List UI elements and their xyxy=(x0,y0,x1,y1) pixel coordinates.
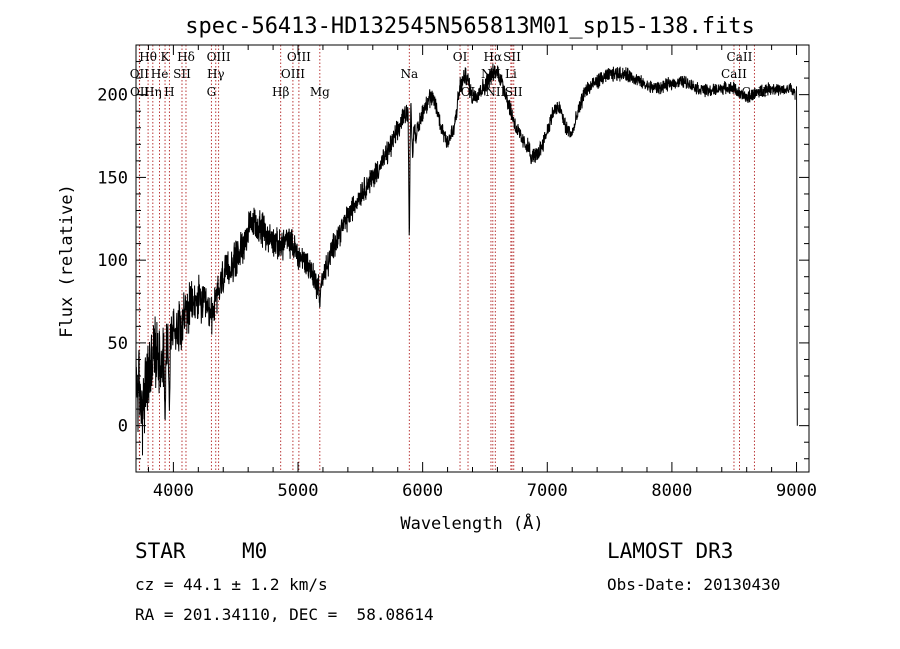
survey-name: LAMOST DR3 xyxy=(607,539,734,563)
x-axis-ticks: 4000 5000 6000 7000 8000 9000 xyxy=(147,45,817,501)
subclass: M0 xyxy=(242,539,268,563)
line-label: OII xyxy=(130,85,150,99)
line-label: Hα xyxy=(484,50,503,64)
line-label: Na xyxy=(400,67,418,81)
spectrum-line xyxy=(135,63,796,456)
line-label: OII xyxy=(130,67,150,81)
line-label: Hγ xyxy=(207,67,225,81)
y-tick-label: 100 xyxy=(97,251,128,271)
line-label: He xyxy=(151,67,169,81)
x-tick-label: 9000 xyxy=(776,481,817,501)
spectrum-tail xyxy=(796,86,798,426)
y-axis-ticks: 0 50 100 150 200 xyxy=(97,61,809,460)
line-label: Hδ xyxy=(177,50,195,64)
line-label: OIII xyxy=(287,50,311,64)
x-axis-label: Wavelength (Å) xyxy=(400,512,543,534)
line-label: G xyxy=(207,85,217,99)
line-label: OIII xyxy=(281,67,305,81)
line-label: Hη xyxy=(144,85,162,99)
line-label: Mg xyxy=(310,85,330,99)
x-tick-label: 8000 xyxy=(651,481,692,501)
line-label: Hβ xyxy=(272,85,289,99)
y-tick-label: 200 xyxy=(97,86,128,106)
redshift-cz: cz = 44.1 ± 1.2 km/s xyxy=(135,575,328,594)
sky-coordinates: RA = 201.34110, DEC = 58.08614 xyxy=(135,605,434,624)
chart-title: spec-56413-HD132545N565813M01_sp15-138.f… xyxy=(185,14,755,39)
line-label: SII xyxy=(173,67,191,81)
line-label: Hθ xyxy=(139,50,157,64)
line-label: NII xyxy=(485,85,505,99)
line-label: SII xyxy=(503,50,521,64)
object-class: STAR xyxy=(135,539,186,563)
line-label: CaII xyxy=(721,67,747,81)
line-label: CaII xyxy=(727,50,753,64)
x-tick-label: 7000 xyxy=(527,481,568,501)
line-label: SII xyxy=(505,85,523,99)
y-tick-label: 150 xyxy=(97,168,128,188)
y-axis-label: Flux (relative) xyxy=(57,184,77,338)
y-tick-label: 0 xyxy=(118,417,128,437)
x-tick-label: 4000 xyxy=(153,481,194,501)
line-label: OIII xyxy=(207,50,231,64)
x-tick-label: 5000 xyxy=(278,481,319,501)
line-label: OI xyxy=(453,50,468,64)
observation-date: Obs-Date: 20130430 xyxy=(607,575,781,594)
spectral-line-markers xyxy=(138,45,755,472)
y-tick-label: 50 xyxy=(108,334,128,354)
line-label: H xyxy=(164,85,174,99)
line-label: K xyxy=(161,50,171,64)
line-label: Li xyxy=(505,67,517,81)
x-tick-label: 6000 xyxy=(402,481,443,501)
